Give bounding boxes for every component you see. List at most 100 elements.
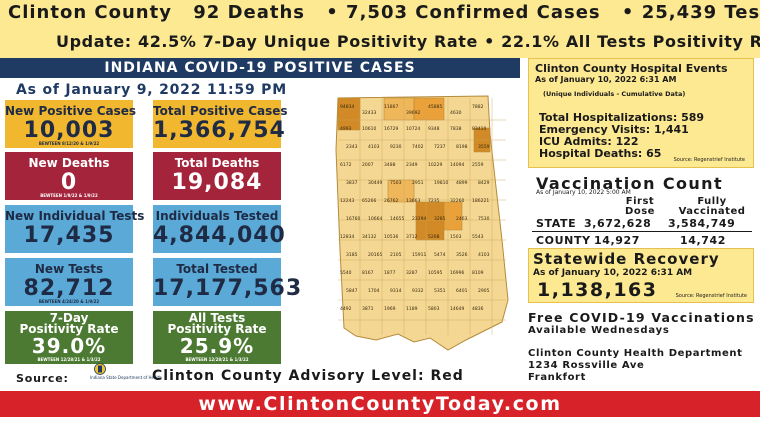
county-case-label: 45885 [428,104,442,110]
fully-vaccinated-header-a: Fully [697,196,727,207]
health-department: Clinton County Health Department 1234 Ro… [528,348,743,384]
stat-value: 4,844,040 [153,223,286,248]
stat-range: BEWTEEN 4/24/20 & 1/9/22 [38,299,100,304]
stat-value: 1,366,754 [153,118,286,143]
first-dose-header: First Dose [600,197,680,217]
county-name: Clinton County [8,2,172,23]
vaccinations-title: Free COVID-19 Vaccinations [528,310,755,325]
county-case-label: 20165 [368,252,382,258]
stat-value: 39.0% [31,334,107,358]
county-case-label: 8429 [478,180,490,186]
county-case-label: 6172 [340,162,352,168]
header-line-1: Clinton County 92 Deaths • 7,503 Confirm… [8,2,760,23]
stat-title: Total Positive Cases [153,104,288,118]
county-case-label: 2105 [390,252,402,258]
stat-range: BEWTEEN 12/28/21 & 1/3/22 [185,357,249,362]
county-deaths: 92 Deaths [193,2,305,23]
hospital-events-panel: Clinton County Hospital Events As of Jan… [528,58,754,168]
stat-title-2: Positivity Rate [19,322,119,336]
county-case-label: 3871 [362,306,374,312]
vaccination-divider [532,231,752,232]
county-case-label: 14094 [450,162,464,168]
county-label: COUNTY [536,234,591,247]
county-case-label: 5847 [346,288,358,294]
county-case-label: 5543 [472,234,484,240]
county-case-label: 1704 [368,288,380,294]
county-case-label: 65266 [362,198,376,204]
county-case-label: 7237 [434,144,446,150]
county-case-label: 10610 [362,126,376,132]
county-case-label: 32260 [450,198,464,204]
recovery-value: 1,138,163 [537,279,658,301]
county-case-label: 11867 [384,104,398,110]
first-dose-header-a: First [625,196,655,207]
statewide-recovery-panel: Statewide Recovery As of January 10, 202… [528,248,754,303]
recovery-title: Statewide Recovery [533,250,720,268]
stat-title: All Tests [188,311,246,325]
as-of-date: As of January 9, 2022 11:59 PM [16,82,287,98]
county-case-label: 10595 [428,270,442,276]
individuals-tested-box: Individuals Tested 4,844,040 [153,205,286,253]
hospital-line: Total Hospitalizations: 589 [539,111,705,124]
stat-range: BEWTEEN 12/28/21 & 1/3/22 [37,357,101,362]
county-case-label: 23294 [412,216,426,222]
indiana-banner: INDIANA COVID-19 POSITIVE CASES [0,58,520,78]
fully-vaccinated-header: Fully Vaccinated [672,197,752,217]
county-case-label: 6401 [456,288,468,294]
advisory-level: Clinton County Advisory Level: Red [152,368,464,384]
dept-address: 1234 Rossville Ave [528,360,645,371]
county-case-label: 10724 [406,126,420,132]
dept-city: Frankfort [528,372,586,383]
county-case-label: 9332 [412,288,424,294]
new-individual-tests-box: New Individual Tests 17,435 [5,205,145,253]
hospital-source: Source: Regenstrief Institute [673,157,745,163]
county-case-label: 7882 [472,104,484,110]
stat-value: 82,712 [23,276,115,301]
state-first-dose: 3,672,628 [584,217,652,230]
stat-title: Total Tested [176,262,258,276]
hospital-title: Clinton County Hospital Events [535,62,728,75]
isdh-logo: Indiana State Department of Health [80,363,162,387]
county-case-label: 14649 [450,306,464,312]
county-case-label: 1503 [450,234,462,240]
county-case-label: 12243 [340,198,354,204]
county-case-label: 4492 [340,306,352,312]
stat-value: 17,435 [23,223,115,248]
county-case-label: 10536 [384,234,398,240]
county-case-label: 9348 [428,126,440,132]
county-case-label: 4899 [456,180,468,186]
county-case-label: 12834 [340,234,354,240]
stat-title: New Individual Tests [5,209,145,223]
stat-value: 19,084 [171,170,263,195]
county-case-label: 15911 [412,252,426,258]
county-case-label: 3837 [346,180,358,186]
total-tested-box: Total Tested 17,177,563 [153,258,301,306]
county-case-label: 14655 [390,216,404,222]
hospital-line: Emergency Visits: 1,441 [539,123,689,136]
state-label: STATE [536,217,577,230]
county-case-label: 5208 [428,234,440,240]
county-case-label: 39692 [406,110,420,116]
county-case-label: 2349 [406,162,418,168]
county-case-label: 5351 [434,288,446,294]
seven-day-positivity-box: 7-Day Positivity Rate 39.0% BEWTEEN 12/2… [5,311,133,364]
county-case-label: 7838 [450,126,462,132]
vaccination-date: As of January 10, 2022 5:00 AM [536,189,631,196]
website-url[interactable]: www.ClintonCountyToday.com [0,391,760,417]
dept-name: Clinton County Health Department [528,348,743,359]
county-case-label: 26762 [384,198,398,204]
header-update: Update: 42.5% 7-Day Unique Positivity Ra… [56,32,760,51]
county-case-label: 3488 [384,162,396,168]
new-deaths-box: New Deaths 0 BEWTEEN 1/9/22 & 1/9/22 [5,152,133,200]
recovery-source: Source: Regenstrief Institute [675,293,747,299]
stat-value: 0 [60,170,78,195]
recovery-date: As of January 10, 2022 6:31 AM [533,268,693,278]
county-case-label: 2343 [346,144,358,150]
county-case-label: 2007 [362,162,374,168]
county-case-label: 1969 [384,306,396,312]
stat-title: New Positive Cases [5,104,137,118]
county-case-label: 10229 [428,162,442,168]
stat-value: 25.9% [179,334,255,358]
county-case-label: 3559 [478,144,490,150]
hospital-note: (Unique Individuals - Cumulative Data) [543,90,686,98]
